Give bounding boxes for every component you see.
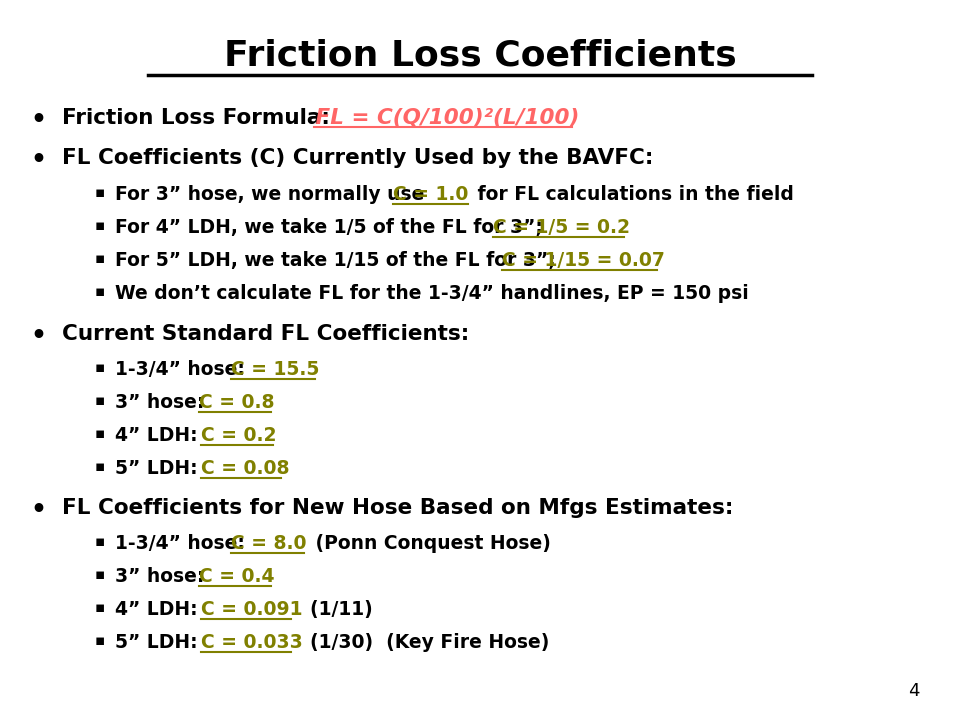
Text: (1/11): (1/11) (297, 600, 372, 619)
Text: •: • (30, 108, 46, 132)
Text: C = 1.0: C = 1.0 (393, 185, 468, 204)
Text: ▪: ▪ (95, 534, 106, 549)
Text: ▪: ▪ (95, 393, 106, 408)
Text: for FL calculations in the field: for FL calculations in the field (471, 185, 794, 204)
Text: •: • (30, 324, 46, 348)
Text: FL Coefficients for New Hose Based on Mfgs Estimates:: FL Coefficients for New Hose Based on Mf… (62, 498, 733, 518)
Text: 4” LDH:: 4” LDH: (115, 600, 210, 619)
Text: FL = C(Q/100)²(L/100): FL = C(Q/100)²(L/100) (308, 108, 580, 128)
Text: (Ponn Conquest Hose): (Ponn Conquest Hose) (309, 534, 551, 553)
Text: C = 15.5: C = 15.5 (231, 360, 320, 379)
Text: Friction Loss Formula:: Friction Loss Formula: (62, 108, 337, 128)
Text: ▪: ▪ (95, 284, 106, 299)
Text: C = 1/5 = 0.2: C = 1/5 = 0.2 (493, 218, 630, 237)
Text: •: • (30, 148, 46, 172)
Text: 4: 4 (908, 682, 920, 700)
Text: ▪: ▪ (95, 360, 106, 375)
Text: We don’t calculate FL for the 1-3/4” handlines, EP = 150 psi: We don’t calculate FL for the 1-3/4” han… (115, 284, 749, 303)
Text: C = 0.091: C = 0.091 (201, 600, 302, 619)
Text: 1-3/4” hose:: 1-3/4” hose: (115, 534, 258, 553)
Text: C = 1/15 = 0.07: C = 1/15 = 0.07 (502, 251, 665, 270)
Text: ▪: ▪ (95, 633, 106, 648)
Text: C = 8.0: C = 8.0 (231, 534, 306, 553)
Text: Friction Loss Coefficients: Friction Loss Coefficients (224, 38, 736, 72)
Text: For 4” LDH, we take 1/5 of the FL for 3”;: For 4” LDH, we take 1/5 of the FL for 3”… (115, 218, 549, 237)
Text: For 5” LDH, we take 1/15 of the FL for 3”;: For 5” LDH, we take 1/15 of the FL for 3… (115, 251, 563, 270)
Text: C = 0.4: C = 0.4 (199, 567, 275, 586)
Text: ▪: ▪ (95, 251, 106, 266)
Text: C = 0.033: C = 0.033 (201, 633, 302, 652)
Text: FL Coefficients (C) Currently Used by the BAVFC:: FL Coefficients (C) Currently Used by th… (62, 148, 654, 168)
Text: 3” hose:: 3” hose: (115, 567, 217, 586)
Text: 4” LDH:: 4” LDH: (115, 426, 210, 445)
Text: ▪: ▪ (95, 567, 106, 582)
Text: •: • (30, 498, 46, 522)
Text: For 3” hose, we normally use: For 3” hose, we normally use (115, 185, 431, 204)
Text: (1/30)  (Key Fire Hose): (1/30) (Key Fire Hose) (297, 633, 549, 652)
Text: 3” hose:: 3” hose: (115, 393, 217, 412)
Text: C = 0.8: C = 0.8 (199, 393, 275, 412)
Text: 1-3/4” hose:: 1-3/4” hose: (115, 360, 258, 379)
Text: Current Standard FL Coefficients:: Current Standard FL Coefficients: (62, 324, 469, 344)
Text: ▪: ▪ (95, 600, 106, 615)
Text: C = 0.08: C = 0.08 (201, 459, 290, 478)
Text: ▪: ▪ (95, 218, 106, 233)
Text: 5” LDH:: 5” LDH: (115, 633, 210, 652)
Text: ▪: ▪ (95, 185, 106, 200)
Text: ▪: ▪ (95, 426, 106, 441)
Text: 5” LDH:: 5” LDH: (115, 459, 210, 478)
Text: C = 0.2: C = 0.2 (201, 426, 276, 445)
Text: ▪: ▪ (95, 459, 106, 474)
